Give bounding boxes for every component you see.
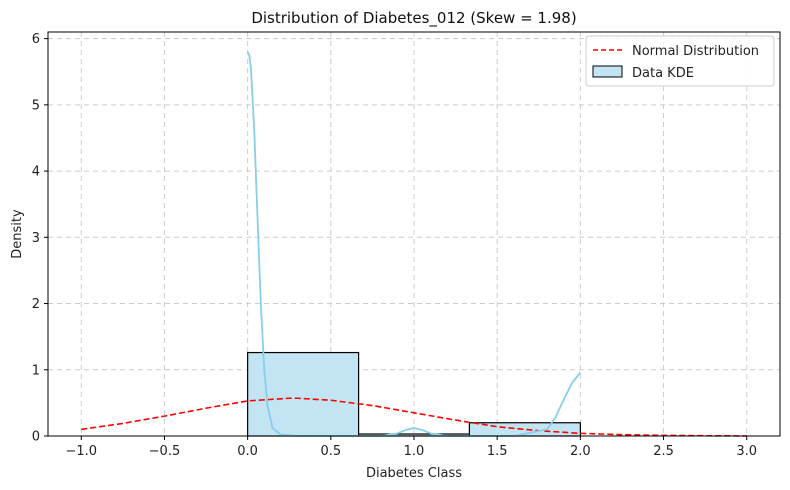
x-tick-label: −0.5 bbox=[149, 444, 181, 459]
x-axis-title: Diabetes Class bbox=[366, 466, 462, 481]
x-tick-label: 2.5 bbox=[653, 444, 674, 459]
legend-box bbox=[585, 35, 775, 87]
y-tick-label: 1 bbox=[32, 363, 40, 378]
x-tick-label: −1.0 bbox=[65, 444, 97, 459]
y-tick-label: 4 bbox=[32, 165, 40, 180]
legend-kde-label: Data KDE bbox=[632, 66, 694, 81]
x-tick-label: 2.0 bbox=[570, 444, 591, 459]
x-tick-label: 0.5 bbox=[320, 444, 341, 459]
y-tick-label: 6 bbox=[32, 32, 40, 47]
x-tick-label: 1.0 bbox=[404, 444, 425, 459]
y-tick-label: 2 bbox=[32, 297, 40, 312]
x-tick-label: 0.0 bbox=[237, 444, 258, 459]
legend: Normal Distribution Data KDE bbox=[585, 35, 775, 87]
legend-kde-swatch bbox=[592, 65, 623, 78]
y-tick-label: 3 bbox=[32, 231, 40, 246]
x-tick-label: 1.5 bbox=[487, 444, 508, 459]
chart-title: Distribution of Diabetes_012 (Skew = 1.9… bbox=[251, 9, 576, 28]
y-tick-label: 0 bbox=[32, 430, 40, 445]
y-tick-label: 5 bbox=[32, 98, 40, 113]
y-axis-title: Density bbox=[10, 209, 25, 259]
normal-distribution-line bbox=[81, 397, 747, 437]
axis-ticks: −1.0 −0.5 0.0 0.5 1.0 1.5 2.0 2.5 3.0 0 1 2 3 4 5 6 bbox=[32, 32, 757, 459]
x-tick-label: 3.0 bbox=[736, 444, 757, 459]
legend-normal-label: Normal Distribution bbox=[632, 44, 759, 59]
